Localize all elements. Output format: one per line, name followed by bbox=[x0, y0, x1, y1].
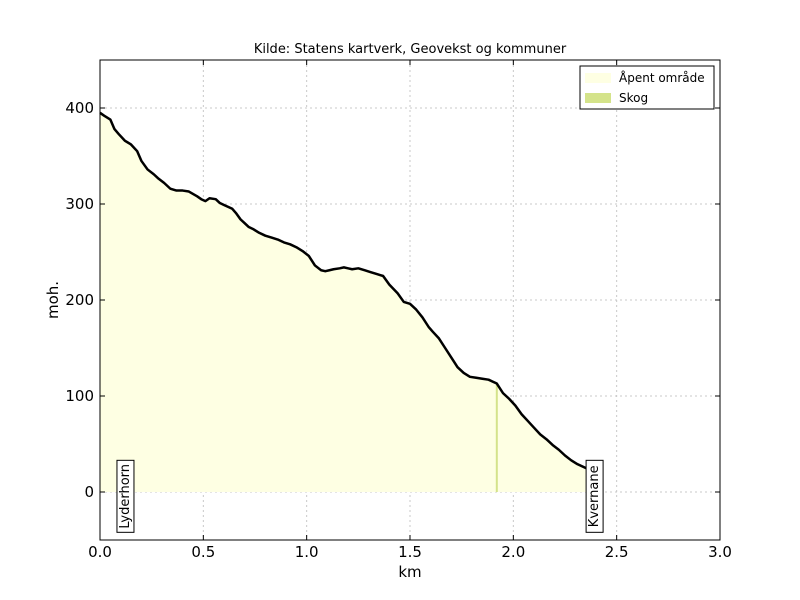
place-label-box bbox=[116, 459, 135, 533]
x-tick-label: 2.0 bbox=[501, 543, 525, 561]
plot-area: Lyderhorn Kvernane bbox=[99, 59, 721, 541]
chart-title: Kilde: Statens kartverk, Geovekst og kom… bbox=[254, 42, 567, 57]
legend: Åpent område Skog bbox=[579, 65, 715, 110]
y-tick-label: 200 bbox=[65, 291, 94, 309]
y-tick-label: 100 bbox=[65, 387, 94, 405]
x-axis-label: km bbox=[398, 563, 421, 581]
area-segment bbox=[100, 112, 497, 493]
area-segment bbox=[496, 383, 601, 492]
x-tick-label: 1.5 bbox=[398, 543, 422, 561]
x-tick-label: 1.0 bbox=[295, 543, 319, 561]
y-tick-label: 400 bbox=[65, 99, 94, 117]
y-axis-label: moh. bbox=[44, 281, 62, 319]
y-tick-labels: 0 100 200 300 400 bbox=[65, 99, 94, 501]
y-tick-label: 300 bbox=[65, 195, 94, 213]
place-labels: Lyderhorn Kvernane bbox=[116, 459, 604, 533]
legend-swatch-open-area bbox=[585, 73, 611, 83]
x-tick-label: 2.5 bbox=[605, 543, 629, 561]
place-label: Kvernane bbox=[585, 459, 604, 533]
legend-swatch-forest bbox=[585, 93, 611, 103]
x-tick-label: 0.5 bbox=[191, 543, 215, 561]
x-tick-label: 3.0 bbox=[708, 543, 732, 561]
legend-label-forest: Skog bbox=[619, 91, 648, 105]
elevation-line bbox=[99, 111, 601, 475]
place-label-text: Lyderhorn bbox=[118, 464, 133, 529]
place-label: Lyderhorn bbox=[116, 459, 135, 533]
legend-label-open-area: Åpent område bbox=[619, 70, 705, 85]
x-tick-label: 0.0 bbox=[88, 543, 112, 561]
y-tick-label: 0 bbox=[84, 483, 94, 501]
axis-ticks bbox=[99, 60, 721, 540]
profile-line bbox=[99, 111, 601, 475]
area-fills bbox=[100, 112, 601, 493]
x-tick-labels: 0.0 0.5 1.0 1.5 2.0 2.5 3.0 bbox=[88, 543, 732, 561]
place-label-text: Kvernane bbox=[587, 465, 602, 527]
place-label-box bbox=[585, 459, 604, 533]
